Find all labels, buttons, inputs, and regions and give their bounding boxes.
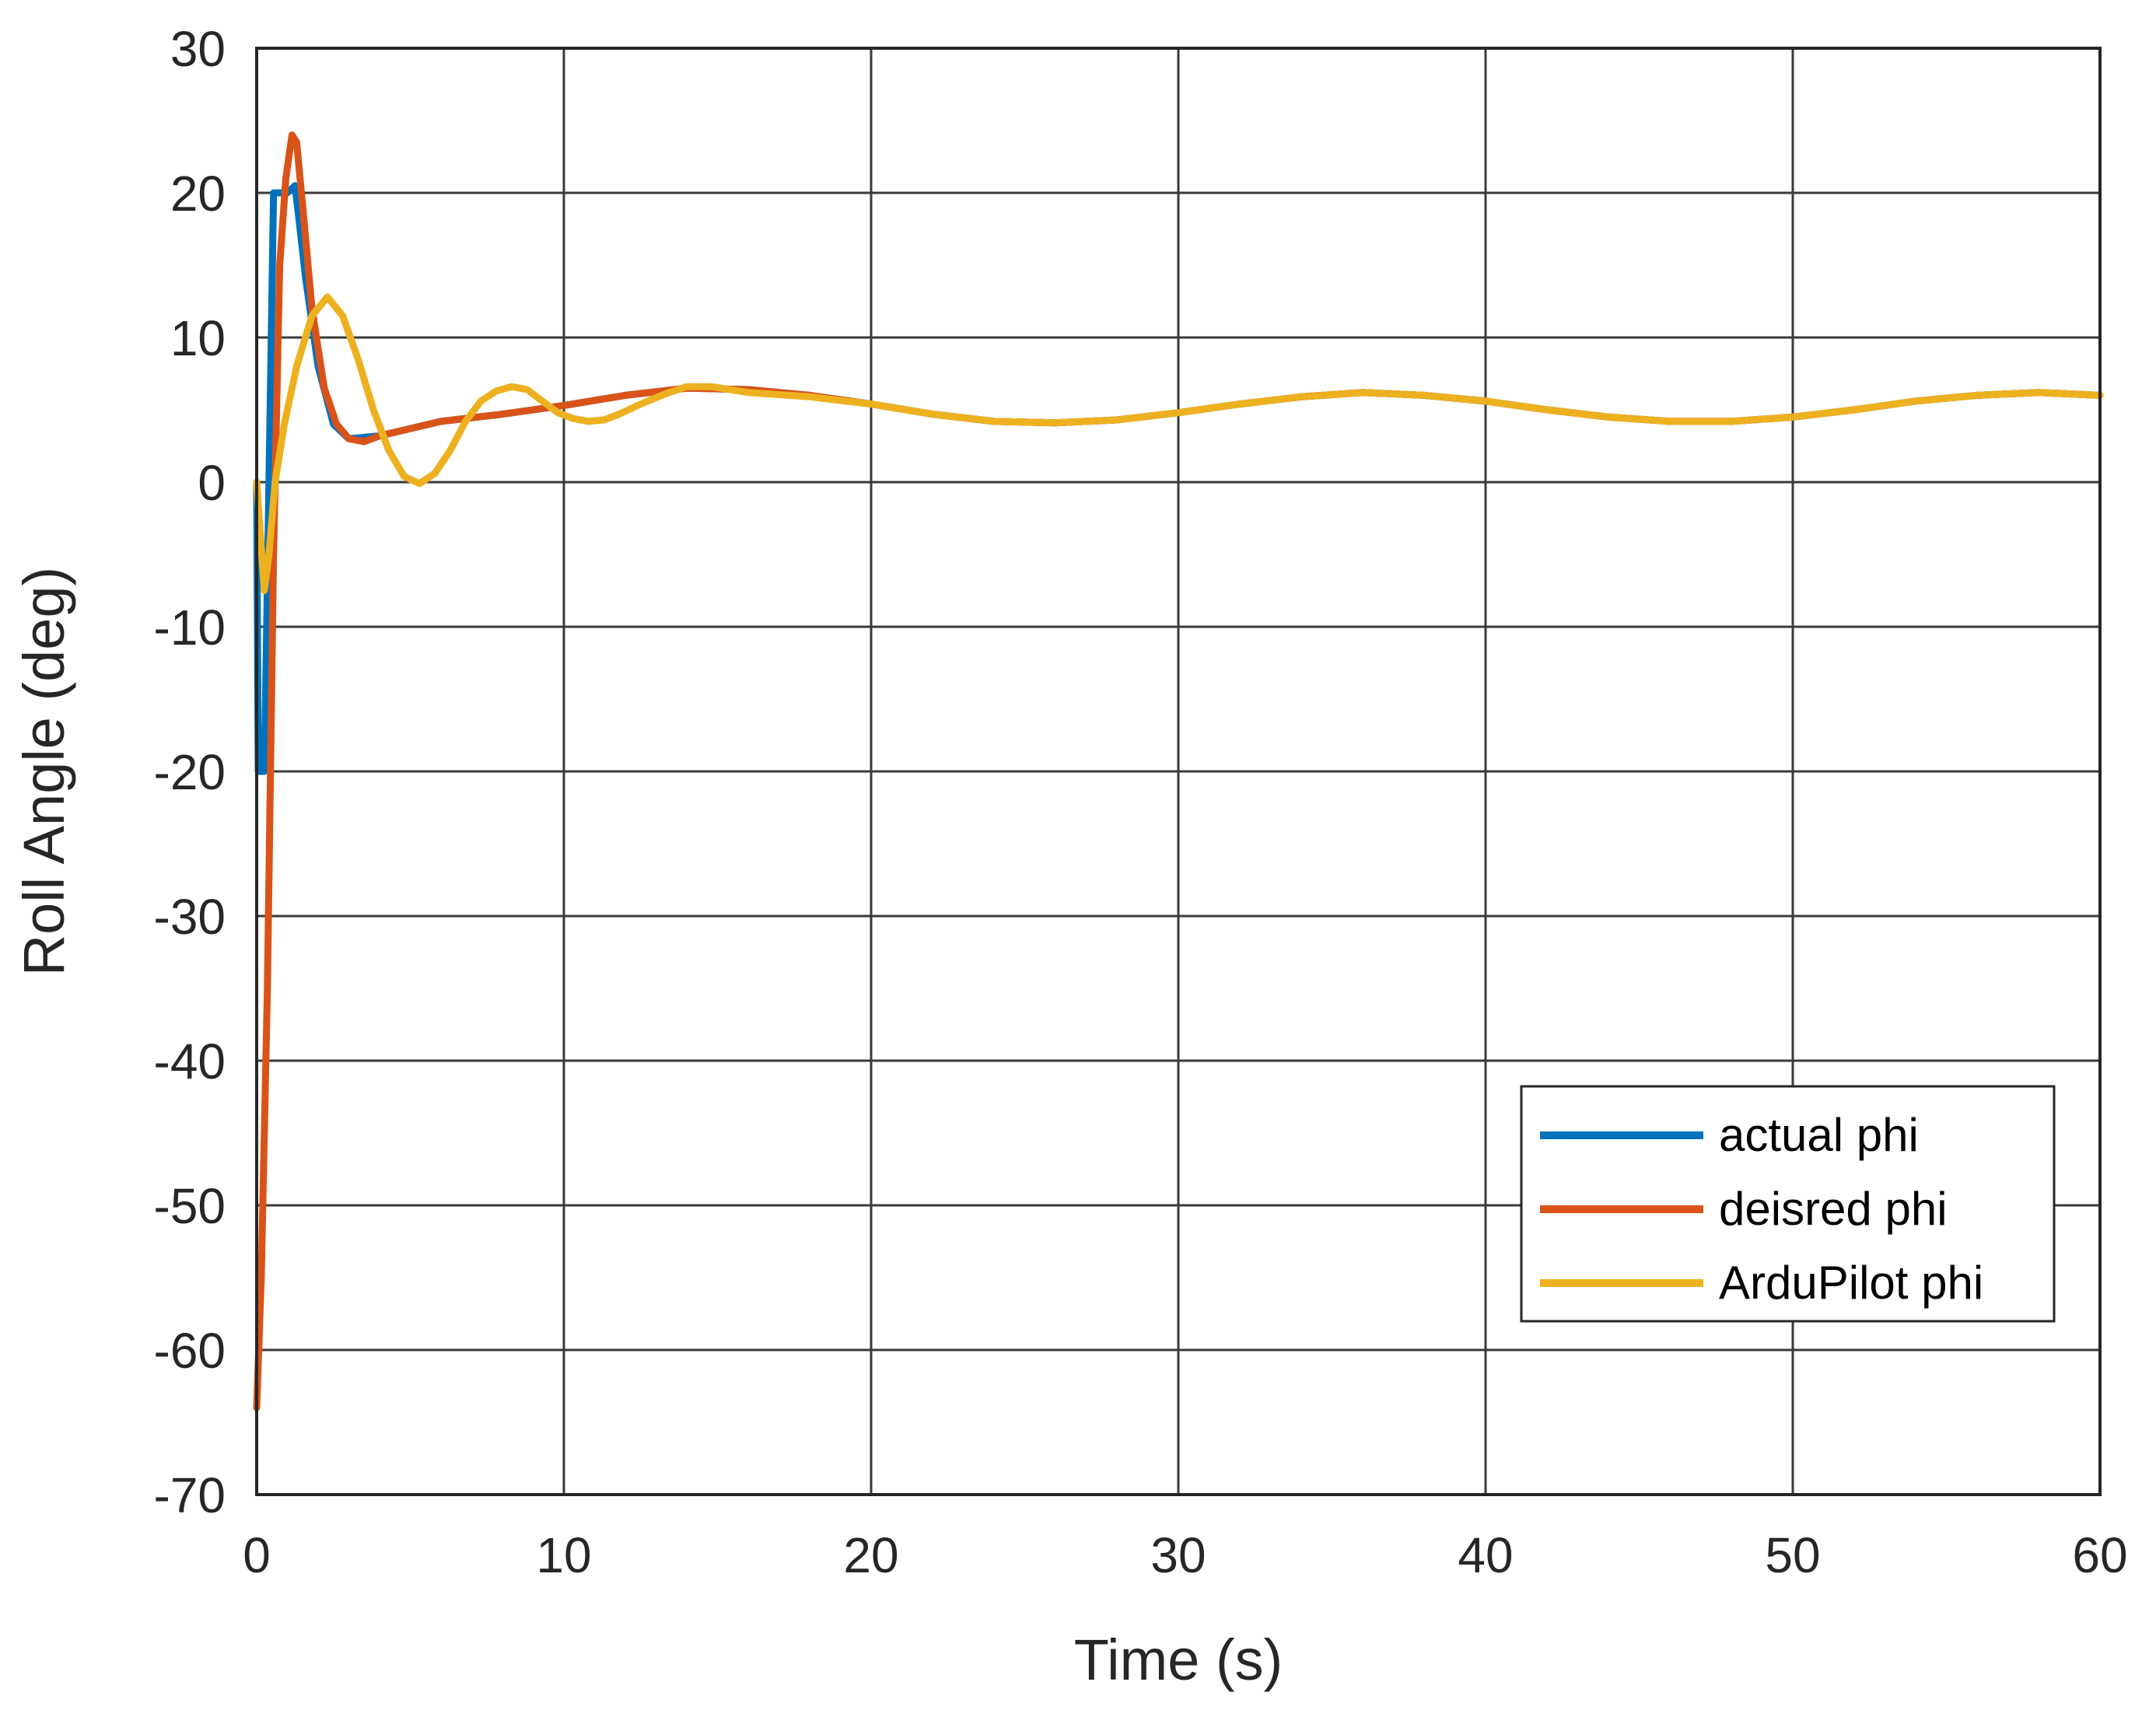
y-tick-label: 20 — [170, 166, 226, 222]
x-axis-label: Time (s) — [1074, 1628, 1283, 1692]
x-tick-label: 50 — [1765, 1527, 1820, 1583]
x-tick-label: 40 — [1458, 1527, 1513, 1583]
y-tick-labels: 30 20 10 0 -10 -20 -30 -40 -50 -60 -70 — [154, 21, 226, 1523]
series-line-2 — [253, 293, 2104, 594]
y-tick-label: -50 — [154, 1178, 226, 1234]
x-tick-label: 0 — [243, 1527, 271, 1583]
data-series — [253, 131, 2104, 1411]
legend-label-0: actual phi — [1719, 1109, 1919, 1161]
legend: actual phi deisred phi ArduPilot phi — [1520, 1085, 2056, 1323]
y-tick-label: -70 — [154, 1467, 226, 1523]
x-tick-label: 60 — [2072, 1527, 2127, 1583]
y-tick-label: -60 — [154, 1323, 226, 1379]
x-tick-label: 10 — [536, 1527, 591, 1583]
grid-lines — [257, 48, 2100, 1495]
y-tick-label: -10 — [154, 600, 226, 656]
axes-box — [255, 47, 2102, 1496]
x-tick-label: 30 — [1150, 1527, 1206, 1583]
legend-label-1: deisred phi — [1719, 1183, 1948, 1235]
y-tick-label: 0 — [198, 455, 226, 511]
y-tick-label: 10 — [170, 310, 226, 366]
x-tick-labels: 0 10 20 30 40 50 60 — [243, 1527, 2127, 1583]
y-tick-label: -20 — [154, 744, 226, 800]
y-tick-label: -30 — [154, 889, 226, 945]
y-axis-label: Roll Angle (deg) — [12, 567, 76, 977]
y-tick-label: -40 — [154, 1033, 226, 1089]
y-tick-label: 30 — [170, 21, 226, 77]
x-tick-label: 20 — [843, 1527, 898, 1583]
legend-label-2: ArduPilot phi — [1719, 1257, 1983, 1309]
